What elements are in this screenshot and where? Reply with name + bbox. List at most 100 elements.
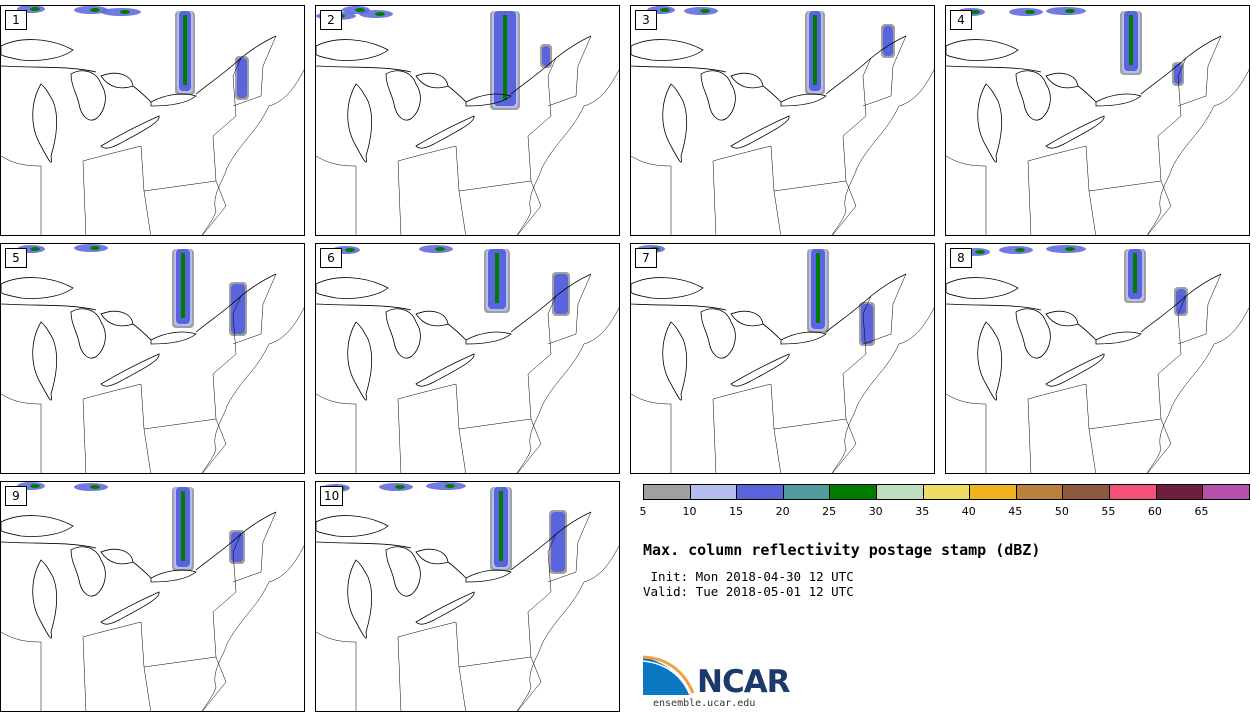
precip-core — [345, 248, 355, 252]
map-boundary — [316, 277, 389, 299]
valid-time: Valid: Tue 2018-05-01 12 UTC — [643, 584, 854, 599]
colorbar-swatch — [690, 485, 738, 499]
map-boundary — [385, 308, 421, 359]
map-boundary — [780, 331, 827, 345]
colorbar-tick-label: 50 — [1054, 505, 1069, 518]
map-boundary — [700, 308, 736, 359]
map-boundary — [316, 273, 592, 405]
map-boundary — [316, 511, 592, 643]
map-boundary — [415, 548, 449, 565]
map-boundary — [700, 70, 736, 121]
member-label: 3 — [635, 10, 657, 30]
map-boundary — [977, 321, 1002, 401]
map-boundary — [150, 93, 197, 107]
precip-core — [970, 10, 980, 14]
map-boundary — [100, 353, 160, 387]
map-boundary — [985, 373, 1172, 473]
colorbar-tick-label: 10 — [682, 505, 697, 518]
precip-core — [1065, 9, 1075, 13]
member-label: 1 — [5, 10, 27, 30]
precip-core — [30, 484, 40, 488]
reflectivity-band — [1174, 64, 1182, 84]
precip-core — [90, 8, 100, 12]
map-boundary — [100, 115, 160, 149]
reflectivity-core — [183, 15, 187, 85]
reflectivity-band — [237, 58, 247, 98]
map-boundary — [1045, 353, 1105, 387]
precip-core — [435, 247, 445, 251]
map-boundary — [465, 93, 512, 107]
map-boundary — [316, 39, 389, 61]
ensemble-member-panel: 8 — [945, 243, 1250, 474]
map-boundary — [347, 559, 372, 639]
member-label: 8 — [950, 248, 972, 268]
ensemble-member-panel: 4 — [945, 5, 1250, 236]
map-boundary — [946, 65, 1097, 103]
ensemble-member-panel: 5 — [0, 243, 305, 474]
map-boundary — [40, 611, 227, 711]
logo-wordmark: NCAR — [697, 664, 791, 700]
map-boundary — [316, 515, 389, 537]
map-boundary — [631, 303, 782, 341]
precip-core — [90, 485, 100, 489]
map-boundary — [201, 545, 304, 711]
map-boundary — [730, 310, 764, 327]
time-info: Init: Mon 2018-04-30 12 UTC Valid: Tue 20… — [643, 569, 854, 599]
colorbar-tick-label: 5 — [639, 505, 647, 518]
reflectivity-band — [542, 46, 550, 66]
map-boundary — [1, 541, 152, 579]
colorbar-tick-label: 60 — [1147, 505, 1162, 518]
reflectivity-map — [1, 482, 304, 711]
map-boundary — [385, 546, 421, 597]
precip-core — [1065, 247, 1075, 251]
reflectivity-core — [181, 491, 185, 561]
precip-core — [90, 246, 100, 250]
map-boundary — [1146, 69, 1249, 235]
colorbar-tick-labels: 5 10 15 20 25 30 35 40 45 50 55 60 65 — [639, 505, 1248, 519]
map-boundary — [1, 303, 152, 341]
map-boundary — [150, 569, 197, 583]
colorbar-tick-label: 20 — [775, 505, 790, 518]
ensemble-member-panel: 3 — [630, 5, 935, 236]
map-boundary — [831, 69, 934, 235]
map-boundary — [1, 35, 277, 167]
ensemble-member-panel: 2 — [315, 5, 620, 236]
precip-core — [375, 12, 385, 16]
map-boundary — [150, 331, 197, 345]
colorbar-swatch — [783, 485, 831, 499]
reflectivity-core — [1133, 253, 1137, 293]
reflectivity-colorbar — [643, 484, 1250, 500]
colorbar-swatch — [737, 485, 784, 499]
map-boundary — [201, 307, 304, 473]
reflectivity-band — [551, 512, 565, 572]
map-boundary — [70, 546, 106, 597]
map-boundary — [415, 115, 475, 149]
member-label: 9 — [5, 486, 27, 506]
map-boundary — [631, 39, 704, 61]
map-boundary — [347, 83, 372, 163]
map-boundary — [100, 310, 134, 327]
map-boundary — [32, 83, 57, 163]
map-boundary — [1, 273, 277, 405]
reflectivity-band — [861, 304, 873, 344]
map-boundary — [415, 72, 449, 89]
member-label: 10 — [320, 486, 344, 506]
map-boundary — [1015, 70, 1051, 121]
reflectivity-core — [816, 253, 820, 323]
colorbar-tick-label: 45 — [1008, 505, 1023, 518]
map-boundary — [415, 310, 449, 327]
colorbar-tick-label: 35 — [915, 505, 930, 518]
colorbar-swatch — [644, 485, 691, 499]
reflectivity-band — [883, 26, 893, 56]
init-time: Init: Mon 2018-04-30 12 UTC — [643, 569, 854, 584]
map-boundary — [946, 35, 1222, 167]
reflectivity-map — [316, 6, 619, 235]
map-boundary — [32, 321, 57, 401]
precip-core — [975, 250, 985, 254]
map-boundary — [40, 373, 227, 473]
reflectivity-core — [1129, 15, 1133, 65]
ensemble-member-panel: 7 — [630, 243, 935, 474]
colorbar-swatch — [1063, 485, 1111, 499]
precip-core — [1025, 10, 1035, 14]
map-boundary — [1015, 308, 1051, 359]
